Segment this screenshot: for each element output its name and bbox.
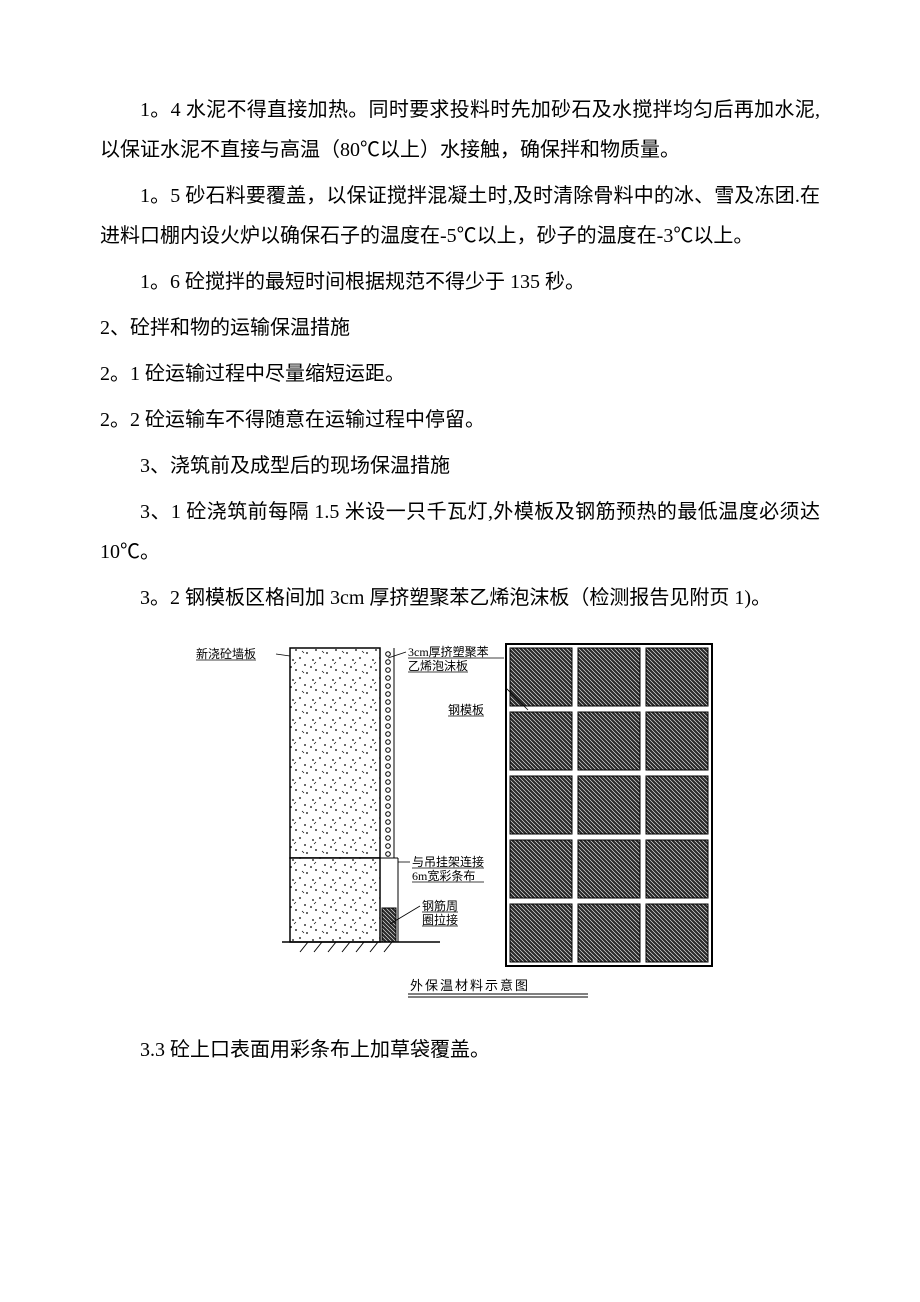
svg-text:钢筋周: 钢筋周 bbox=[422, 898, 458, 913]
paragraph-3-3: 3.3 砼上口表面用彩条布上加草袋覆盖。 bbox=[100, 1030, 820, 1070]
svg-text:圈拉接: 圈拉接 bbox=[422, 912, 458, 927]
paragraph-1-5: 1。5 砂石料要覆盖，以保证搅拌混凝土时,及时清除骨料中的冰、雪及冻团.在进料口… bbox=[100, 176, 820, 256]
paragraph-2-1: 2。1 砼运输过程中尽量缩短运距。 bbox=[100, 354, 820, 394]
paragraph-1-6: 1。6 砼搅拌的最短时间根据规范不得少于 135 秒。 bbox=[100, 262, 820, 302]
paragraph-1-4: 1。4 水泥不得直接加热。同时要求投料时先加砂石及水搅拌均匀后再加水泥,以保证水… bbox=[100, 90, 820, 170]
svg-text:乙烯泡沫板: 乙烯泡沫板 bbox=[408, 659, 468, 673]
paragraph-2-2: 2。2 砼运输车不得随意在运输过程中停留。 bbox=[100, 400, 820, 440]
svg-text:与吊挂架连接: 与吊挂架连接 bbox=[412, 854, 484, 869]
document-page: 1。4 水泥不得直接加热。同时要求投料时先加砂石及水搅拌均匀后再加水泥,以保证水… bbox=[0, 0, 920, 1302]
insulation-diagram-svg: 新浇砼墙板 3cm厚挤塑聚苯乙烯泡沫板钢模板与吊挂架连接6m宽彩条布钢筋周圈拉接外… bbox=[190, 636, 730, 1006]
heading-2: 2、砼拌和物的运输保温措施 bbox=[100, 308, 820, 348]
paragraph-3-1: 3、1 砼浇筑前每隔 1.5 米设一只千瓦灯,外模板及钢筋预热的最低温度必须达 … bbox=[100, 492, 820, 572]
svg-text:3cm厚挤塑聚苯: 3cm厚挤塑聚苯 bbox=[408, 644, 489, 659]
paragraph-3-2: 3。2 钢模板区格间加 3cm 厚挤塑聚苯乙烯泡沫板（检测报告见附页 1)。 bbox=[100, 578, 820, 618]
svg-text:钢模板: 钢模板 bbox=[448, 703, 484, 717]
figure-insulation-diagram: 新浇砼墙板 3cm厚挤塑聚苯乙烯泡沫板钢模板与吊挂架连接6m宽彩条布钢筋周圈拉接外… bbox=[100, 636, 820, 1020]
svg-text:6m宽彩条布: 6m宽彩条布 bbox=[412, 868, 475, 883]
svg-text:新浇砼墙板: 新浇砼墙板 bbox=[196, 646, 256, 661]
svg-text:外保温材料示意图: 外保温材料示意图 bbox=[410, 978, 530, 993]
heading-3: 3、浇筑前及成型后的现场保温措施 bbox=[100, 446, 820, 486]
